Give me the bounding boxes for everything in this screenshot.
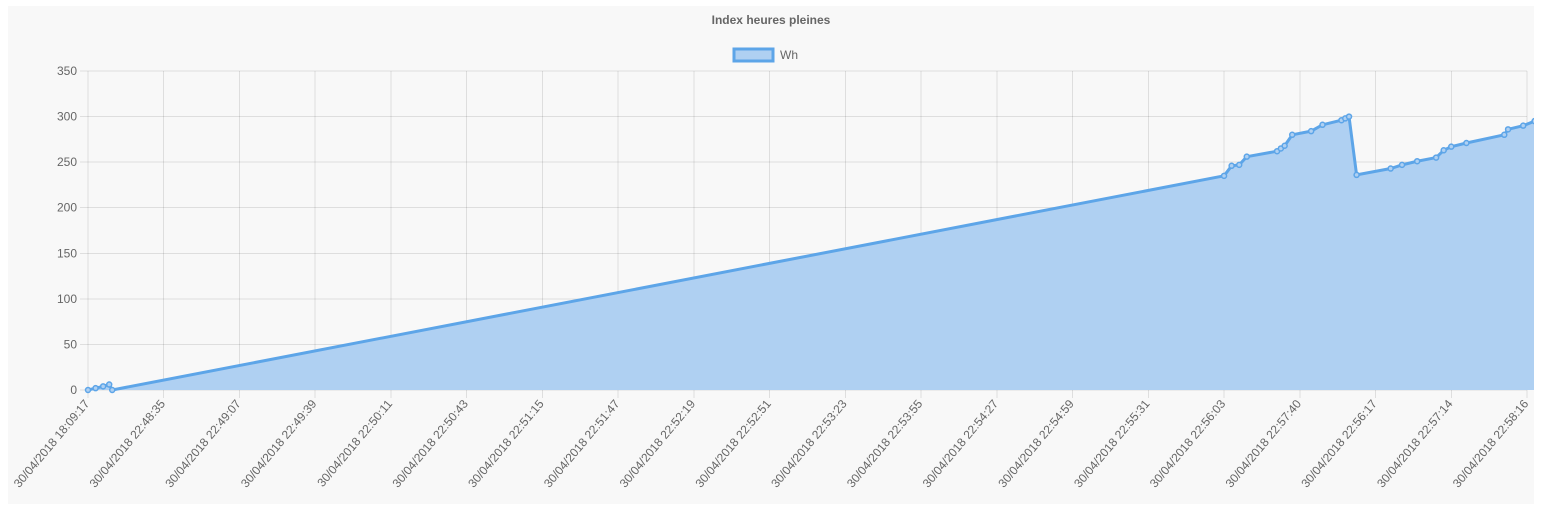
- x-tick-label: 30/04/2018 22:52:51: [692, 397, 774, 491]
- x-tick-label: 30/04/2018 22:54:27: [920, 397, 1002, 491]
- y-tick-label: 50: [64, 337, 78, 351]
- x-tick-label: 30/04/2018 22:55:31: [1071, 397, 1153, 491]
- y-tick-label: 100: [57, 292, 77, 306]
- data-point[interactable]: [1463, 139, 1470, 147]
- data-point[interactable]: [1440, 147, 1447, 154]
- x-tick-label: 30/04/2018 22:52:19: [617, 397, 699, 491]
- x-tick-label: 30/04/2018 22:49:39: [238, 397, 320, 491]
- data-point[interactable]: [1220, 172, 1228, 180]
- chart-title: Index heures pleines: [712, 13, 831, 27]
- data-point[interactable]: [1235, 161, 1243, 169]
- line-area-chart: Index heures pleines Wh 0 50 100 150 200 250 3…: [11, 13, 1534, 491]
- y-tick-label: 300: [57, 110, 77, 124]
- series-area-wh: [88, 116, 1534, 390]
- data-point[interactable]: [1243, 153, 1251, 160]
- x-tick-label: 30/04/2018 22:50:11: [314, 397, 395, 490]
- legend-swatch-wh: [732, 47, 775, 63]
- x-tick-label: 30/04/2018 22:58:16: [1450, 397, 1532, 491]
- data-point[interactable]: [1353, 171, 1360, 179]
- x-tick-label: 30/04/2018 22:53:23: [768, 397, 850, 491]
- x-tick-label: 30/04/2018 22:49:07: [162, 397, 244, 491]
- y-tick-label: 250: [57, 155, 77, 169]
- data-point[interactable]: [105, 381, 113, 388]
- x-tick-label: 30/04/2018 22:50:43: [389, 397, 471, 491]
- x-tick-label: 30/04/2018 22:57:40: [1223, 397, 1305, 491]
- data-point[interactable]: [1387, 165, 1394, 172]
- data-point[interactable]: [1398, 161, 1406, 169]
- data-point[interactable]: [1319, 121, 1326, 129]
- data-point[interactable]: [1519, 122, 1527, 129]
- x-tick-label: 30/04/2018 22:51:15: [465, 397, 547, 491]
- x-tick-label: 30/04/2018 18:09:17: [11, 397, 93, 491]
- data-point[interactable]: [1345, 113, 1353, 120]
- y-tick-label: 350: [57, 64, 77, 78]
- data-point[interactable]: [1281, 142, 1288, 149]
- y-tick-label: 150: [57, 246, 77, 260]
- data-point[interactable]: [1531, 117, 1534, 125]
- data-point[interactable]: [1307, 127, 1315, 135]
- x-tick-label: 30/04/2018 22:54:59: [995, 397, 1077, 491]
- x-tick-label: 30/04/2018 22:56:03: [1147, 397, 1229, 491]
- data-point[interactable]: [1288, 131, 1296, 139]
- y-tick-label: 200: [57, 201, 77, 215]
- data-point[interactable]: [92, 384, 99, 392]
- chart-panel: Index heures pleines Wh 0 50 100 150 200 250 3…: [8, 6, 1534, 504]
- x-tick-label: 30/04/2018 22:57:14: [1374, 397, 1456, 491]
- data-point[interactable]: [108, 386, 116, 394]
- data-point[interactable]: [1504, 126, 1512, 133]
- data-point[interactable]: [1432, 154, 1440, 161]
- data-point[interactable]: [1413, 157, 1421, 165]
- data-point[interactable]: [1228, 162, 1235, 170]
- data-point[interactable]: [84, 386, 92, 394]
- data-point[interactable]: [1448, 143, 1455, 150]
- x-tick-label: 30/04/2018 22:48:35: [87, 397, 169, 491]
- data-point[interactable]: [1501, 131, 1508, 139]
- x-tick-label: 30/04/2018 22:51:47: [541, 397, 623, 491]
- x-tick-label: 30/04/2018 22:53:55: [844, 397, 926, 491]
- data-point[interactable]: [99, 383, 107, 390]
- x-tick-label: 30/04/2018 22:56:17: [1298, 397, 1380, 491]
- legend: Wh: [732, 47, 798, 63]
- legend-label-wh: Wh: [780, 48, 798, 62]
- y-tick-label: 0: [70, 383, 77, 397]
